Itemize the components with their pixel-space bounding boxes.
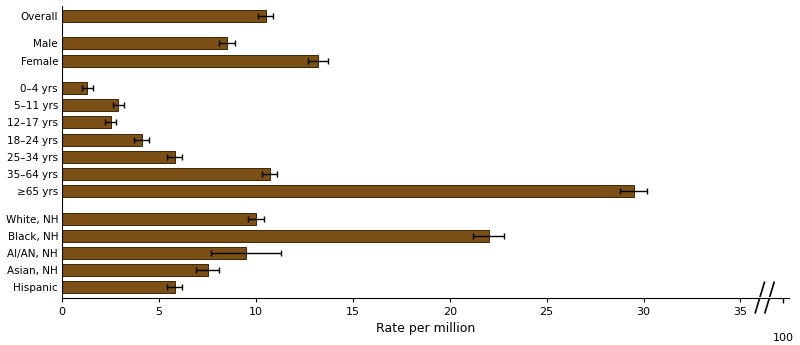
Bar	[62, 281, 174, 293]
Bar	[62, 99, 118, 111]
Bar	[62, 134, 142, 146]
Bar	[62, 116, 110, 128]
Bar	[62, 185, 634, 197]
Bar	[62, 82, 87, 94]
Bar	[62, 230, 489, 242]
Text: 100: 100	[773, 333, 794, 343]
Bar	[62, 247, 246, 259]
Bar	[62, 55, 318, 67]
Bar	[62, 37, 227, 49]
Bar	[62, 264, 207, 276]
Bar	[62, 10, 266, 22]
Bar	[62, 151, 174, 163]
Bar	[62, 213, 256, 225]
Bar	[62, 168, 270, 180]
X-axis label: Rate per million: Rate per million	[376, 322, 475, 335]
